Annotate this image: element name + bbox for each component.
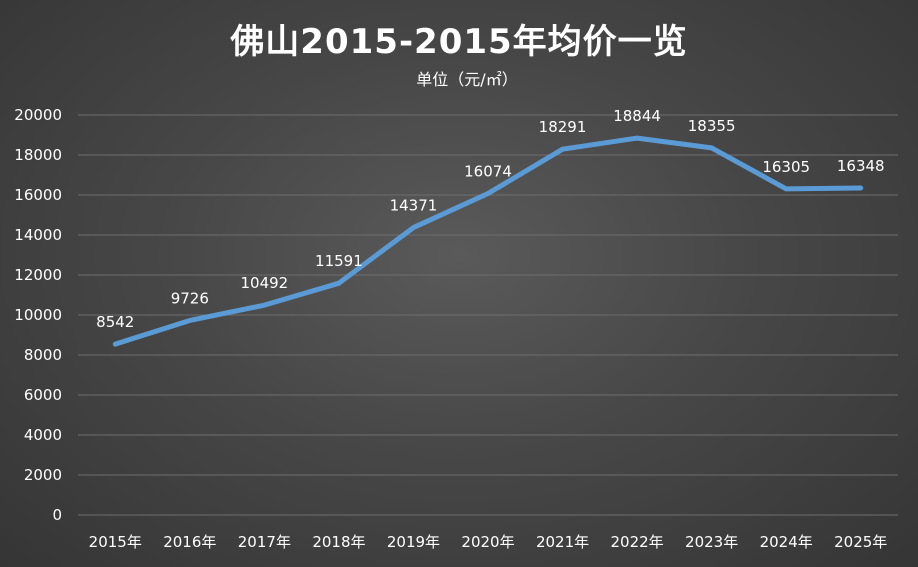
x-tick-label: 2020年 xyxy=(461,533,514,551)
data-label: 16305 xyxy=(762,158,810,176)
data-label: 9726 xyxy=(171,289,209,307)
y-axis: 0 2000 4000 6000 8000 10000 12000 14000 16000 180… xyxy=(14,106,62,524)
y-tick-label: 10000 xyxy=(14,306,62,324)
y-tick-label: 6000 xyxy=(24,386,62,404)
y-tick-label: 2000 xyxy=(24,466,62,484)
series-layer xyxy=(112,135,864,347)
x-tick-label: 2024年 xyxy=(760,533,813,551)
x-tick-label: 2021年 xyxy=(536,533,589,551)
x-tick-label: 2025年 xyxy=(834,533,887,551)
data-label: 18844 xyxy=(613,107,661,125)
data-label: 16074 xyxy=(464,163,512,181)
x-tick-label: 2018年 xyxy=(312,533,365,551)
y-tick-label: 8000 xyxy=(24,346,62,364)
data-label: 10492 xyxy=(241,274,289,292)
data-label: 8542 xyxy=(96,313,134,331)
x-tick-label: 2015年 xyxy=(89,533,142,551)
y-tick-label: 18000 xyxy=(14,146,62,164)
data-label: 18355 xyxy=(688,117,736,135)
y-tick-label: 4000 xyxy=(24,426,62,444)
series-line xyxy=(112,135,864,347)
x-tick-label: 2022年 xyxy=(610,533,663,551)
data-label: 11591 xyxy=(315,252,363,270)
x-axis: 2015年 2016年 2017年 2018年 2019年 2020年 2021年 2022年… xyxy=(89,533,888,551)
x-tick-label: 2019年 xyxy=(387,533,440,551)
x-tick-label: 2023年 xyxy=(685,533,738,551)
x-tick-label: 2016年 xyxy=(163,533,216,551)
chart-title: 佛山2015-2015年均价一览 xyxy=(230,22,688,62)
y-tick-label: 14000 xyxy=(14,226,62,244)
y-tick-label: 0 xyxy=(52,506,62,524)
data-labels: 8542 9726 10492 11591 14371 16074 18291 18844 18… xyxy=(96,107,884,331)
y-tick-label: 12000 xyxy=(14,266,62,284)
data-label: 18291 xyxy=(539,118,587,136)
data-label: 16348 xyxy=(837,157,885,175)
chart-subtitle: 单位（元/㎡） xyxy=(416,70,518,89)
x-tick-label: 2017年 xyxy=(238,533,291,551)
data-label: 14371 xyxy=(390,197,438,215)
y-tick-label: 16000 xyxy=(14,186,62,204)
y-tick-label: 20000 xyxy=(14,106,62,124)
